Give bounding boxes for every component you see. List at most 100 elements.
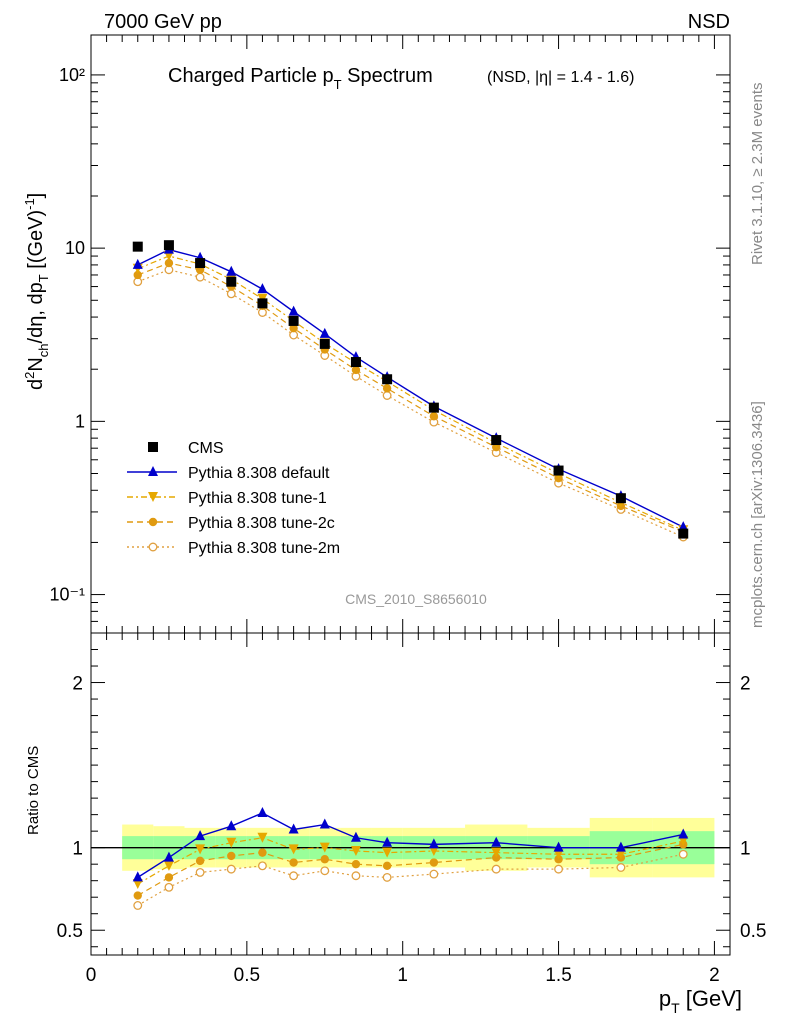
data-point-cms xyxy=(491,435,502,446)
data-point-tune2c xyxy=(133,270,142,280)
y-tick-label: 10² xyxy=(59,65,85,85)
ratio-point-tune2m xyxy=(289,871,299,881)
ratio-point-tune2c xyxy=(351,859,361,869)
data-point-default xyxy=(226,265,237,276)
ratio-ticks: 0.5 0.5 1 1 2 2 0 0.5 1 1.5 2 xyxy=(57,632,766,986)
ratio-point-default xyxy=(615,841,626,852)
legend-marker-default xyxy=(148,466,158,476)
ratio-panel: 0.5 0.5 1 1 2 2 0 0.5 1 1.5 2 xyxy=(57,632,766,986)
ratio-point-tune1 xyxy=(553,849,564,860)
x-tick-label: 2 xyxy=(709,965,720,986)
legend-label-tune1: Pythia 8.308 tune-1 xyxy=(188,490,327,507)
ratio-xlabel: pT [GeV] xyxy=(659,986,742,1016)
ratio-point-default xyxy=(288,823,299,834)
data-point-cms xyxy=(132,241,143,252)
ratio-point-tune1 xyxy=(350,845,361,856)
legend-entry-tune1: Pythia 8.308 tune-1 xyxy=(127,490,327,507)
legend-entry-default: Pythia 8.308 default xyxy=(127,465,330,482)
ratio-point-default xyxy=(678,828,689,839)
x-tick-label: 1 xyxy=(397,965,408,986)
ratio-ylabel: Ratio to CMS xyxy=(25,746,42,835)
ratio-point-tune1 xyxy=(615,849,626,860)
ratio-point-tune1 xyxy=(678,836,689,847)
ratio-point-tune2m xyxy=(554,864,564,874)
ratio-bands xyxy=(91,817,730,878)
series-tune2c xyxy=(137,262,684,533)
process-label: NSD xyxy=(688,11,730,33)
ratio-point-tune1 xyxy=(132,878,143,889)
ratio-point-tune2m xyxy=(382,872,392,882)
ratio-y-tick-label: 1 xyxy=(72,839,83,860)
chart-title-tail: Spectrum xyxy=(342,65,433,87)
data-point-tune2m xyxy=(382,391,392,400)
data-point-tune2c xyxy=(351,365,361,375)
data-point-default xyxy=(257,283,268,294)
ratio-line-tune1 xyxy=(137,837,684,885)
legend-marker-tune1 xyxy=(148,492,158,502)
data-point-tune2c xyxy=(429,412,439,421)
ratio-point-tune1 xyxy=(319,842,330,853)
ratio-point-tune2m xyxy=(351,871,361,881)
ratio-series-tune2m xyxy=(133,849,688,910)
mcplots-label: mcplots.cern.ch [arXiv:1306.3436] xyxy=(749,401,766,628)
ratio-point-tune1 xyxy=(428,845,439,856)
legend: CMS Pythia 8.308 default Pythia 8.308 tune… xyxy=(127,440,340,557)
data-point-cms xyxy=(382,374,393,385)
ratio-point-tune2c xyxy=(258,848,267,857)
ratio-point-tune2m xyxy=(164,882,174,892)
ratio-point-tune2m xyxy=(195,867,205,877)
ratio-point-default xyxy=(491,836,502,847)
ratio-series-tune1 xyxy=(132,832,689,889)
ratio-point-default xyxy=(257,806,268,817)
series-line-tune2c xyxy=(137,262,684,533)
ratio-point-default xyxy=(132,871,143,882)
series-line-tune2m xyxy=(137,269,684,538)
ratio-point-tune2c xyxy=(429,858,439,867)
data-point-tune2m xyxy=(226,289,236,299)
data-point-tune2c xyxy=(164,258,174,268)
ratio-point-tune2m xyxy=(257,861,267,871)
legend-label-cms: CMS xyxy=(188,440,224,457)
ratio-panel-frame xyxy=(90,632,731,956)
ratio-point-tune2m xyxy=(320,866,330,876)
y-tick-label: 10 xyxy=(65,238,85,258)
ratio-point-default xyxy=(195,830,206,841)
data-point-cms xyxy=(288,315,299,326)
ratio-series-default xyxy=(132,806,689,882)
ratio-line-tune2m xyxy=(137,853,684,906)
data-point-cms xyxy=(257,298,268,309)
markers-cms xyxy=(132,240,689,539)
data-point-default xyxy=(132,258,143,269)
analysis-id-label: CMS_2010_S8656010 xyxy=(345,591,487,607)
ratio-point-default xyxy=(382,836,393,847)
ratio-point-tune1 xyxy=(382,847,393,858)
data-point-cms xyxy=(678,528,689,539)
series-line-default xyxy=(137,248,684,528)
data-point-cms xyxy=(226,276,237,287)
data-point-default xyxy=(319,327,330,338)
ratio-y-tick-label: 2 xyxy=(72,674,83,695)
data-point-cms xyxy=(350,357,361,368)
ratio-point-tune2c xyxy=(382,861,392,871)
legend-label-tune2m: Pythia 8.308 tune-2m xyxy=(188,540,340,557)
y-tick-label: 10⁻¹ xyxy=(49,585,85,605)
legend-entry-tune2c: Pythia 8.308 tune-2c xyxy=(127,515,335,532)
x-tick-label: 1.5 xyxy=(545,965,571,986)
data-point-cms xyxy=(553,465,564,476)
ratio-point-tune2m xyxy=(491,864,501,874)
rivet-version-label: Rivet 3.1.10, ≥ 2.3M events xyxy=(749,83,766,266)
legend-marker-tune2c xyxy=(148,517,158,527)
legend-marker-tune2m xyxy=(148,542,158,552)
series-line-tune1 xyxy=(137,255,684,531)
legend-label-default: Pythia 8.308 default xyxy=(188,465,330,482)
ratio-point-default xyxy=(350,831,361,842)
ratio-point-default xyxy=(226,820,237,831)
legend-marker-cms xyxy=(148,442,158,452)
ratio-point-tune1 xyxy=(163,860,174,871)
ratio-point-tune2c xyxy=(164,873,174,882)
series-tune2m xyxy=(137,269,684,538)
ratio-point-tune2m xyxy=(429,869,439,879)
data-point-tune2m xyxy=(195,272,205,282)
ratio-y-tick-label-right: 0.5 xyxy=(740,921,766,942)
